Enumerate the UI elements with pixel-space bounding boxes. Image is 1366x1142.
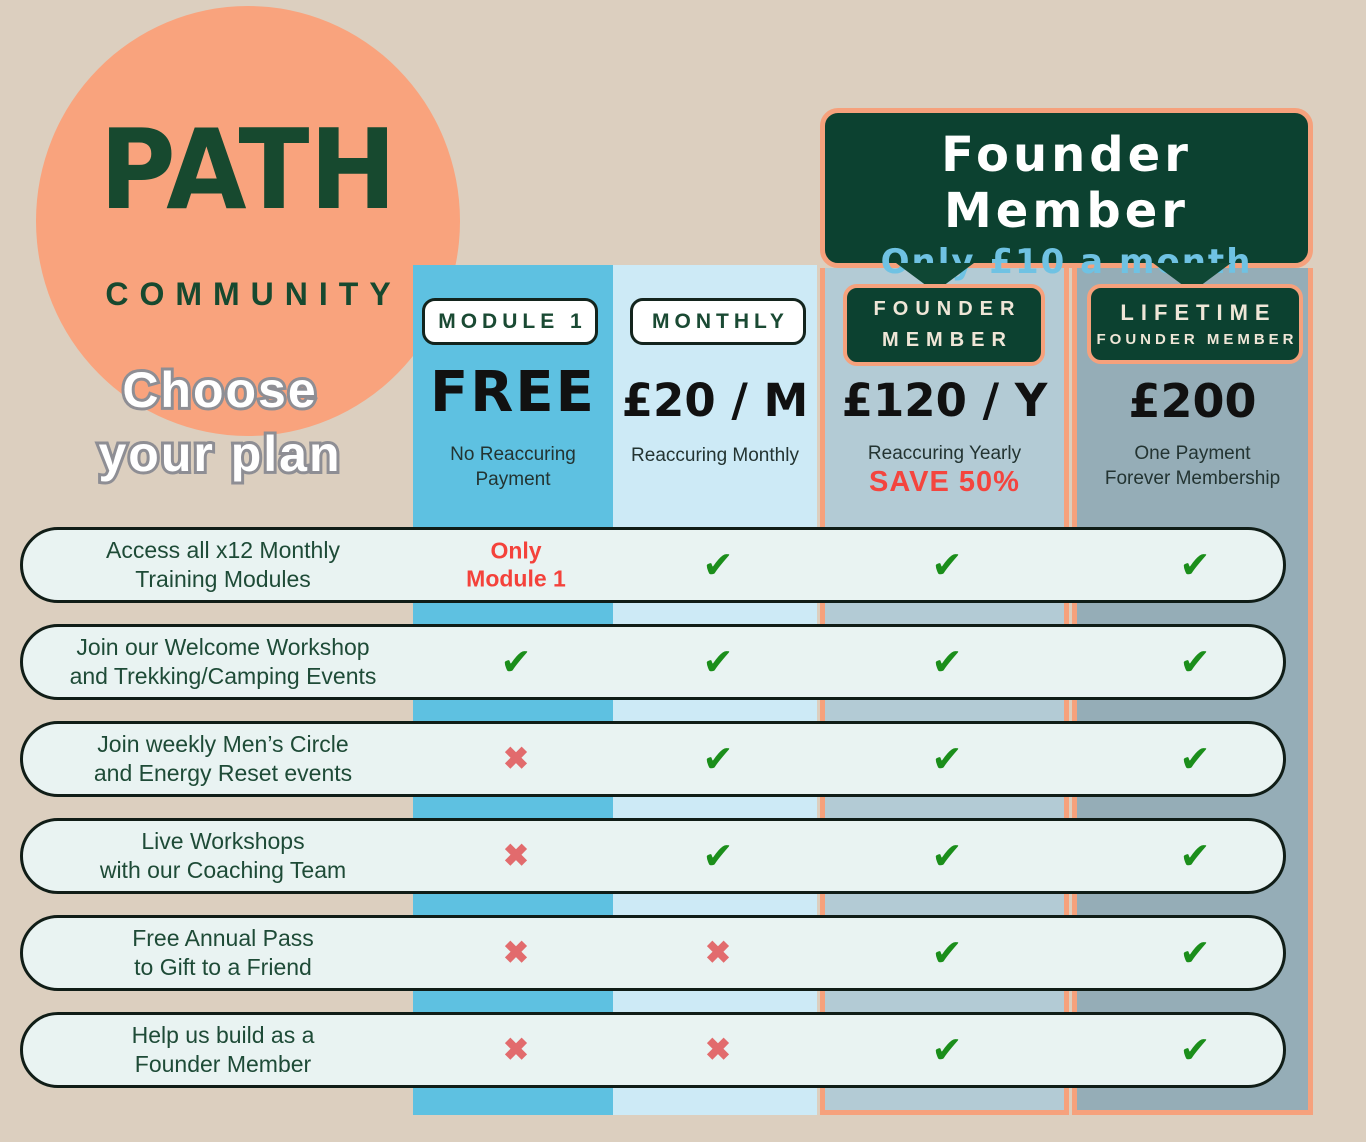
cross-icon: ✖	[705, 935, 731, 970]
price-module1: FREE	[430, 360, 596, 425]
check-icon: ✔	[702, 738, 734, 780]
limited-access-note-line: Only	[490, 537, 542, 564]
cross-icon: ✖	[503, 1032, 529, 1067]
check-icon: ✔	[931, 738, 963, 780]
feature-label-line: Training Modules	[135, 566, 311, 592]
note-module1-line-2: Payment	[475, 468, 551, 490]
cross-icon: ✖	[503, 838, 529, 873]
feature-label: Join weekly Men’s Circle and Energy Reset…	[23, 724, 423, 794]
check-icon: ✔	[1179, 835, 1211, 877]
feature-label: Live Workshops with our Coaching Team	[23, 821, 423, 891]
check-icon: ✔	[500, 641, 532, 683]
feature-row: Free Annual Pass to Gift to a Friend ✖ ✖ ✔ ✔	[20, 915, 1286, 991]
note-lifetime-line-1: One Payment	[1134, 443, 1251, 464]
price-lifetime: £200	[1128, 374, 1257, 428]
feature-label-line: Free Annual Pass	[132, 925, 314, 952]
feature-label-line: and Energy Reset events	[93, 760, 353, 786]
plan-badge-lifetime-line-2: FOUNDER MEMBER	[1096, 330, 1298, 348]
feature-label-line: and Trekking/Camping Events	[69, 663, 377, 689]
plan-badge-founder-line-1: FOUNDER	[873, 298, 1022, 320]
check-icon: ✔	[1179, 544, 1211, 586]
check-icon: ✔	[702, 835, 734, 877]
tagline-line-1: Choose	[119, 359, 318, 421]
feature-label-line: Join our Welcome Workshop	[76, 634, 370, 661]
feature-row: Help us build as a Founder Member ✖ ✖ ✔ ✔	[20, 1012, 1286, 1088]
plan-badge-module1[interactable]: MODULE 1	[422, 298, 598, 345]
note-lifetime: One Payment Forever Membership	[1072, 442, 1313, 491]
check-icon: ✔	[931, 835, 963, 877]
limited-access-note-line: Module 1	[466, 565, 566, 591]
check-icon: ✔	[702, 641, 734, 683]
plan-badge-monthly[interactable]: MONTHLY	[630, 298, 806, 345]
price-monthly: £20 / M	[621, 374, 809, 427]
feature-label-line: Access all x12 Monthly	[106, 537, 340, 564]
note-monthly-line-1: Reaccuring Monthly	[631, 445, 799, 466]
check-icon: ✔	[931, 544, 963, 586]
feature-row: Join weekly Men’s Circle and Energy Reset…	[20, 721, 1286, 797]
note-founder-line-1: Reaccuring Yearly	[867, 443, 1022, 464]
logo-subtitle: COMMUNITY	[105, 276, 402, 312]
check-icon: ✔	[1179, 1029, 1211, 1071]
tagline-line-2: your plan	[95, 423, 342, 485]
limited-access-note: Only Module 1	[426, 537, 606, 592]
plan-badge-founder-line-2: MEMBER	[882, 329, 1013, 351]
note-lifetime-line-2: Forever Membership	[1104, 467, 1281, 489]
feature-label: Free Annual Pass to Gift to a Friend	[23, 918, 423, 988]
check-icon: ✔	[1179, 738, 1211, 780]
feature-label: Help us build as a Founder Member	[23, 1015, 423, 1085]
feature-label-line: Help us build as a	[131, 1022, 315, 1049]
note-module1-line-1: No Reaccuring	[450, 444, 576, 465]
feature-label: Join our Welcome Workshop and Trekking/Ca…	[23, 627, 423, 697]
plan-badge-lifetime-line-1: LIFETIME	[1120, 299, 1277, 325]
logo-circle	[36, 6, 460, 436]
save-highlight: SAVE 50%	[869, 466, 1020, 498]
feature-label: Access all x12 Monthly Training Modules	[23, 530, 423, 600]
feature-label-line: with our Coaching Team	[99, 857, 347, 883]
cross-icon: ✖	[705, 1032, 731, 1067]
cross-icon: ✖	[503, 741, 529, 776]
feature-row: Join our Welcome Workshop and Trekking/Ca…	[20, 624, 1286, 700]
feature-label-line: Founder Member	[134, 1051, 312, 1077]
logo-title: PATH	[99, 105, 397, 235]
feature-label-line: to Gift to a Friend	[134, 954, 312, 980]
feature-row: Live Workshops with our Coaching Team ✖ ✔ ✔ ✔	[20, 818, 1286, 894]
plan-badge-lifetime[interactable]: LIFETIME FOUNDER MEMBER	[1087, 284, 1303, 364]
check-icon: ✔	[931, 1029, 963, 1071]
check-icon: ✔	[931, 641, 963, 683]
tagline: Choose your plan	[18, 358, 422, 486]
price-founder: £120 / Y	[841, 374, 1048, 427]
founder-banner-title: Founder Member	[941, 127, 1192, 239]
check-icon: ✔	[1179, 932, 1211, 974]
feature-rows: Access all x12 Monthly Training Modules On…	[20, 527, 1286, 1109]
cross-icon: ✖	[503, 935, 529, 970]
check-icon: ✔	[1179, 641, 1211, 683]
note-founder: Reaccuring Yearly	[820, 442, 1069, 467]
check-icon: ✔	[702, 544, 734, 586]
feature-label-line: Join weekly Men’s Circle	[97, 731, 349, 758]
plan-badge-founder[interactable]: FOUNDER MEMBER	[843, 284, 1045, 366]
note-monthly: Reaccuring Monthly	[613, 444, 817, 469]
feature-row: Access all x12 Monthly Training Modules On…	[20, 527, 1286, 603]
check-icon: ✔	[931, 932, 963, 974]
note-module1: No Reaccuring Payment	[413, 443, 613, 492]
feature-label-line: Live Workshops	[141, 828, 305, 855]
founder-banner: Founder Member Only £10 a month	[820, 108, 1313, 282]
